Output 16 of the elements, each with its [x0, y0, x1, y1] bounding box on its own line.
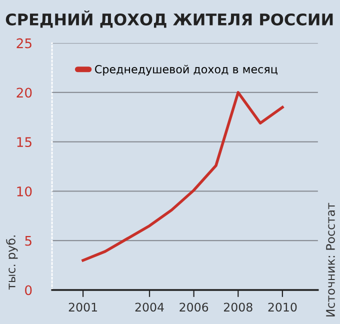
text: Источник: Росстат: [326, 202, 335, 316]
x-tick-label: 2001: [68, 302, 97, 312]
line-series: [82, 91, 284, 262]
y-tick-label: 15: [17, 137, 32, 148]
y-tick-label: 5: [25, 236, 32, 246]
x-tick-label: 2008: [224, 302, 252, 312]
y-axis-title: тыс. руб.: [6, 236, 18, 290]
y-tick-label: 10: [17, 186, 32, 196]
legend-label: Среднедушевой доход в месяц: [95, 64, 278, 76]
chart-title: СРЕДНИЙ ДОХОД ЖИТЕЛЯ РОССИИ: [6, 10, 333, 28]
x-tick-label: 2010: [268, 302, 297, 312]
y-tick-label: 20: [16, 88, 32, 98]
x-tick-label: 2004: [135, 302, 164, 312]
x-tick-label: 2006: [180, 302, 208, 312]
y-tick-label: 25: [16, 38, 32, 48]
y-tick-label: 0: [25, 285, 32, 296]
